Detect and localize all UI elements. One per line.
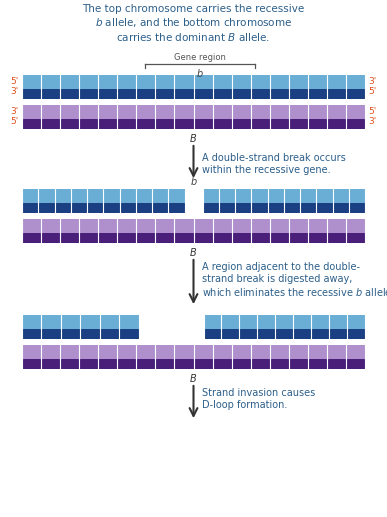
Bar [22,119,365,129]
Bar [22,329,139,339]
Bar [22,89,365,99]
Bar [22,105,365,119]
Bar [22,233,365,243]
Text: 5': 5' [368,87,376,97]
Text: $b$: $b$ [190,175,197,187]
Text: 3': 3' [11,87,19,97]
Text: $B$: $B$ [190,372,197,384]
Text: Gene region: Gene region [174,53,226,62]
Text: A region adjacent to the double-
strand break is digested away,
which eliminates: A region adjacent to the double- strand … [202,262,387,298]
Bar [22,315,139,329]
Text: 3': 3' [368,78,376,86]
Text: $B$: $B$ [190,246,197,258]
Bar [22,189,185,203]
Bar [202,203,365,213]
Bar [22,359,365,369]
Text: 3': 3' [11,108,19,116]
Bar [204,315,365,329]
Bar [22,345,365,359]
Text: A double-strand break occurs
within the recessive gene.: A double-strand break occurs within the … [202,153,345,175]
Text: 5': 5' [11,78,19,86]
Bar [22,219,365,233]
Bar [202,189,365,203]
Text: Strand invasion causes
D-loop formation.: Strand invasion causes D-loop formation. [202,388,315,409]
Text: $B$: $B$ [190,132,197,144]
Text: The top chromosome carries the recessive
$b$ allele, and the bottom chromosome
c: The top chromosome carries the recessive… [82,4,305,43]
Bar [204,329,365,339]
Bar [22,203,185,213]
Text: 5': 5' [11,117,19,127]
Text: 3': 3' [368,117,376,127]
Text: 5': 5' [368,108,376,116]
Text: $b$: $b$ [196,67,204,79]
Bar [22,75,365,89]
